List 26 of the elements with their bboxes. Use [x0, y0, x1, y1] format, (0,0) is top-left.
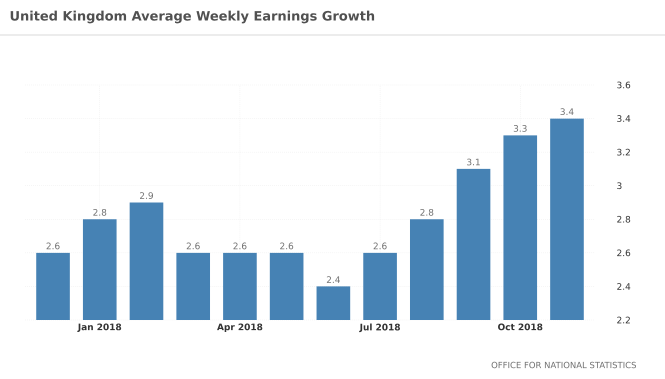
x-tick-label: Jul 2018	[359, 324, 400, 332]
y-tick-label: 3.4	[617, 115, 630, 122]
y-tick-label: 3.2	[617, 148, 630, 156]
data-label: 2.6	[280, 242, 294, 250]
y-tick-label: 2.4	[617, 283, 630, 290]
data-label: 2.4	[326, 276, 340, 283]
y-tick-label: 3	[617, 182, 622, 190]
y-tick-label: 2.8	[617, 216, 630, 223]
y-tick-label: 2.2	[617, 316, 630, 324]
data-label: 3.3	[514, 125, 527, 132]
data-label: 2.9	[140, 192, 153, 199]
data-label: 2.6	[186, 242, 200, 250]
x-tick-label: Jan 2018	[77, 324, 122, 332]
text: OFFICE FOR NATIONAL STATISTICS	[492, 362, 636, 368]
data-label: 2.8	[420, 208, 434, 216]
y-tick-label: 3.6	[617, 82, 630, 88]
x-tick-label: Apr 2018	[217, 324, 262, 332]
data-label: 2.8	[93, 208, 106, 216]
y-tick-label: 2.6	[617, 249, 630, 256]
x-tick-label: Oct 2018	[498, 324, 542, 330]
chart-title: United Kingdom Average Weekly Earnings Growth	[10, 10, 374, 24]
data-label: 2.6	[233, 242, 246, 250]
data-label: 2.6	[46, 242, 60, 250]
data-label: 3.1	[467, 158, 480, 166]
data-label: 3.4	[560, 108, 574, 116]
data-label: 2.6	[374, 242, 387, 250]
